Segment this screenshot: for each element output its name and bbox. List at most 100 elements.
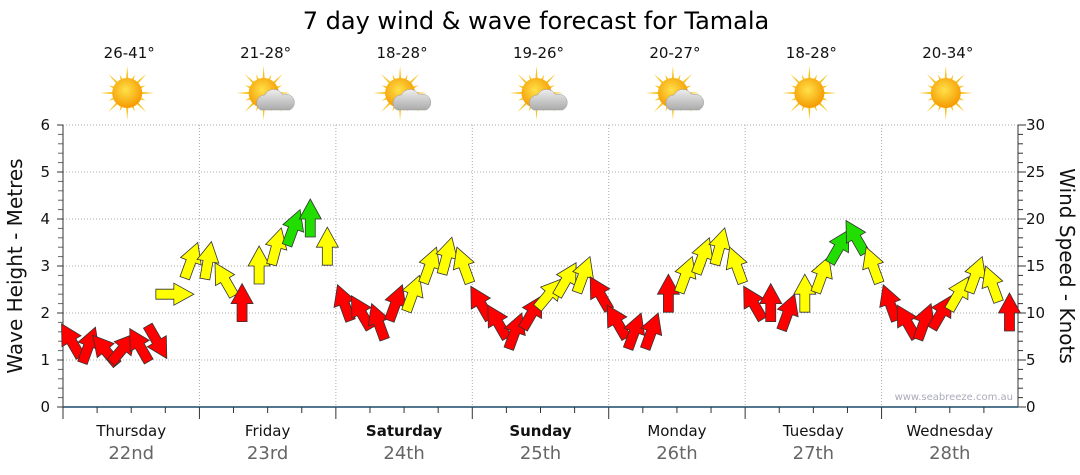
sun-ray: [236, 91, 250, 95]
cloud: [665, 89, 704, 111]
wind-arrow-yellow: [418, 246, 441, 286]
cloud: [256, 89, 295, 111]
sun-ray: [409, 73, 420, 84]
wind-arrow-red: [384, 284, 407, 323]
partly-cloudy-icon: [645, 66, 704, 120]
left-tick-label: 2: [40, 304, 50, 322]
partly-cloudy-icon: [509, 66, 568, 120]
wind-arrow-yellow: [963, 255, 987, 295]
wind-arrow-yellow: [708, 227, 731, 267]
sun-ray: [373, 91, 387, 95]
right-tick-label: 5: [1026, 351, 1036, 369]
day-label: Sunday: [509, 422, 572, 440]
wind-arrow-yellow: [552, 262, 577, 299]
wind-arrow-yellow: [315, 226, 340, 266]
sun-ray: [380, 102, 391, 113]
sun-ray: [272, 73, 283, 84]
left-axis-label: Wave Height - Metres: [3, 158, 27, 373]
day-label: Wednesday: [906, 422, 993, 440]
temperature-range: 26-41°: [104, 44, 155, 62]
wind-arrow-red: [656, 273, 681, 313]
sun-ray: [545, 73, 556, 84]
sun-disc: [112, 78, 143, 108]
wind-arrow-yellow: [691, 237, 714, 276]
sun-ray: [108, 102, 119, 113]
sun-ray: [918, 91, 932, 95]
sun-ray: [818, 73, 829, 84]
sun-ray: [244, 102, 255, 113]
wind-arrow-yellow: [155, 282, 195, 306]
sun-ray: [926, 102, 937, 113]
sun-icon: [100, 66, 155, 120]
right-tick-label: 30: [1026, 116, 1045, 134]
sun-ray: [100, 91, 114, 95]
wind-arrow-yellow: [810, 255, 833, 295]
wind-arrow-yellow: [179, 241, 202, 281]
date-label: 24th: [383, 443, 424, 464]
sun-ray: [926, 73, 937, 84]
sun-ray: [645, 91, 659, 95]
day-label: Friday: [245, 422, 291, 440]
cloud: [392, 89, 432, 111]
temperature-range: 21-28°: [240, 44, 291, 62]
wind-arrow-yellow: [981, 265, 1004, 304]
wind-arrow-yellow: [196, 240, 220, 281]
date-label: 26th: [656, 443, 697, 464]
wind-arrow-yellow: [247, 245, 271, 285]
sun-ray: [108, 73, 119, 84]
sun-ray: [380, 73, 391, 84]
sun-ray: [509, 91, 523, 95]
wind-arrow-red: [129, 327, 154, 365]
wind-arrow-yellow: [452, 246, 476, 286]
wind-arrow-yellow: [571, 255, 594, 295]
temperature-range: 20-34°: [922, 44, 973, 62]
right-tick-label: 20: [1026, 210, 1045, 228]
wind-arrow-red: [622, 312, 646, 351]
sun-ray: [790, 102, 801, 113]
sun-ray: [398, 66, 402, 80]
sun-ray: [671, 66, 675, 80]
sun-ray: [682, 73, 693, 84]
left-tick-label: 4: [40, 210, 50, 228]
date-label: 22nd: [108, 443, 154, 464]
sun-ray: [782, 91, 796, 95]
sun-ray: [244, 73, 255, 84]
day-label: Monday: [647, 422, 706, 440]
left-tick-label: 0: [40, 398, 50, 416]
sun-ray: [959, 91, 973, 95]
sun-ray: [944, 66, 947, 80]
wind-arrow-red: [142, 322, 168, 360]
sun-ray: [944, 106, 947, 120]
wind-arrow-green: [298, 198, 322, 238]
left-tick-label: 6: [40, 116, 50, 134]
sun-ray: [653, 102, 664, 113]
wind-arrow-red: [367, 302, 390, 342]
watermark: www.seabreeze.com.au: [895, 392, 1013, 403]
wind-arrow-green: [281, 208, 305, 248]
wind-arrow-yellow: [862, 246, 885, 286]
date-label: 23rd: [247, 443, 288, 464]
day-label: Saturday: [366, 422, 443, 440]
temperature-range: 18-28°: [377, 44, 428, 62]
wind-arrow-red: [912, 302, 936, 342]
sun-ray: [136, 102, 147, 113]
sun-ray: [517, 102, 528, 113]
wind-arrow-yellow: [214, 262, 239, 299]
wind-arrow-red: [589, 276, 615, 313]
temperature-range: 19-26°: [513, 44, 564, 62]
right-tick-label: 15: [1026, 257, 1045, 275]
partly-cloudy-icon: [236, 66, 295, 120]
wind-arrow-yellow: [725, 246, 748, 286]
sun-ray: [818, 102, 829, 113]
sun-ray: [517, 73, 528, 84]
partly-cloudy-icon: [373, 66, 432, 120]
day-label: Tuesday: [782, 422, 844, 440]
sun-ray: [653, 73, 664, 84]
right-tick-label: 0: [1026, 398, 1036, 416]
sun-ray: [126, 106, 129, 120]
sun-ray: [808, 106, 811, 120]
sun-disc: [930, 78, 961, 108]
sun-ray: [790, 73, 801, 84]
sun-ray: [954, 73, 965, 84]
right-axis-label: Wind Speed - Knots: [1055, 168, 1079, 364]
